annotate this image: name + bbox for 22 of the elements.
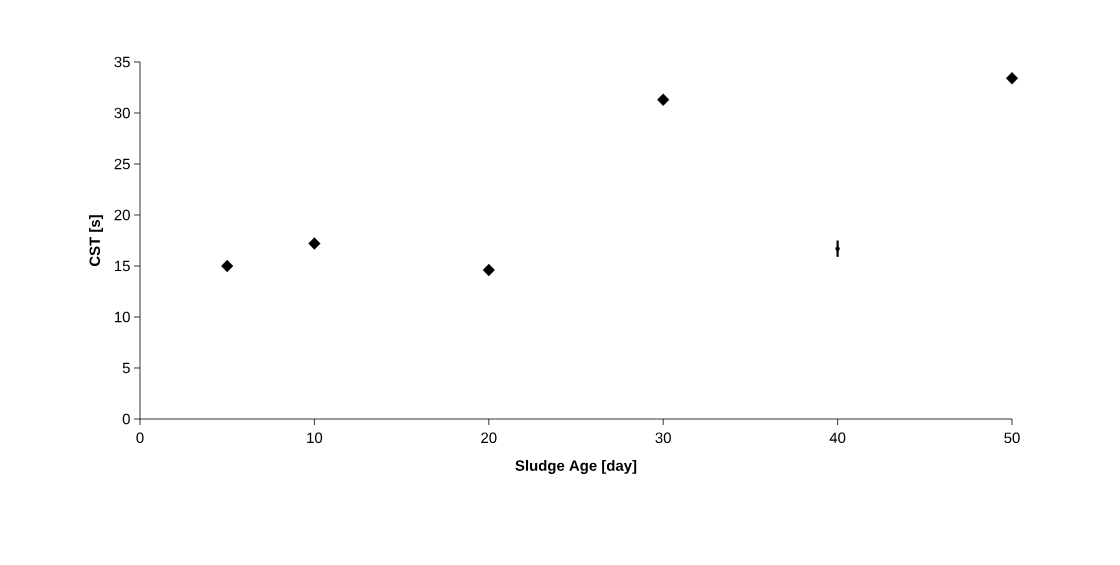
x-tick-label: 50	[1004, 432, 1020, 444]
y-tick-label: 0	[122, 413, 130, 425]
point	[308, 237, 321, 250]
y-tick-label: 35	[114, 56, 130, 68]
point	[657, 93, 670, 106]
point	[221, 259, 234, 273]
x-axis-title: Sludge Age [day]	[515, 459, 637, 474]
x-tick-label: 30	[655, 432, 671, 444]
y-tick-label: 10	[115, 311, 130, 323]
y-tick-label: 15	[115, 260, 130, 272]
x-tick-label: 40	[829, 432, 846, 444]
y-tick-label: 5	[122, 362, 130, 374]
x-tick-label: 20	[481, 432, 497, 444]
point	[482, 263, 495, 277]
x-tick-label: 10	[307, 432, 323, 444]
y-tick-label: 20	[114, 209, 130, 221]
y-tick-label: 25	[114, 158, 130, 170]
y-tick-label: 30	[114, 107, 130, 119]
y-axis-title: CST [s]	[89, 215, 104, 267]
point	[1005, 72, 1019, 85]
x-tick-label: 0	[136, 432, 144, 444]
point	[835, 246, 840, 251]
